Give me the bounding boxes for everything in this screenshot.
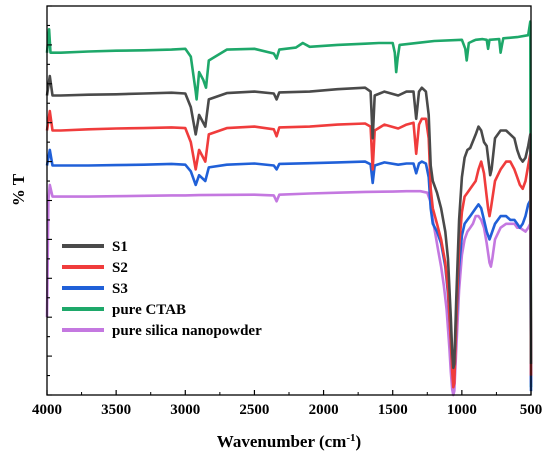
series-line-s2 bbox=[45, 109, 533, 389]
x-tick-label-3000: 3000 bbox=[170, 402, 200, 418]
x-tick-label-3500: 3500 bbox=[101, 402, 131, 418]
legend-label-s2: S2 bbox=[112, 260, 128, 276]
x-tick-label-500: 500 bbox=[520, 402, 543, 418]
x-tick-label-2000: 2000 bbox=[309, 402, 339, 418]
x-tick-label-2500: 2500 bbox=[239, 402, 269, 418]
series-line-s1 bbox=[45, 74, 533, 370]
series-line-pure-silica-nanopowder bbox=[45, 183, 533, 397]
x-axis-title-main: Wavenumber (cm bbox=[217, 432, 347, 451]
legend-label-pure-silica-nanopowder: pure silica nanopowder bbox=[112, 323, 262, 339]
x-tick-label-1500: 1500 bbox=[378, 402, 408, 418]
series-line-s3 bbox=[45, 148, 533, 392]
legend-label-s1: S1 bbox=[112, 239, 128, 255]
series-lines bbox=[45, 20, 533, 397]
legend: S1 S2 S3 pure CTAB pure silica nanopowder bbox=[62, 239, 262, 339]
y-axis-ticks bbox=[47, 5, 52, 396]
y-axis-title: % T bbox=[9, 173, 28, 206]
legend-label-pure-ctab: pure CTAB bbox=[112, 302, 186, 318]
x-axis-title-close: ) bbox=[356, 432, 362, 451]
x-axis-title-superscript: -1 bbox=[346, 432, 355, 444]
series-line-pure-ctab bbox=[45, 20, 533, 388]
x-tick-label-1000: 1000 bbox=[447, 402, 477, 418]
legend-label-s3: S3 bbox=[112, 281, 128, 297]
x-tick-label-4000: 4000 bbox=[32, 402, 62, 418]
x-axis-ticks: 4000 3500 3000 2500 2000 1500 1000 500 bbox=[32, 390, 542, 418]
x-axis-title: Wavenumber (cm-1) bbox=[217, 432, 361, 451]
